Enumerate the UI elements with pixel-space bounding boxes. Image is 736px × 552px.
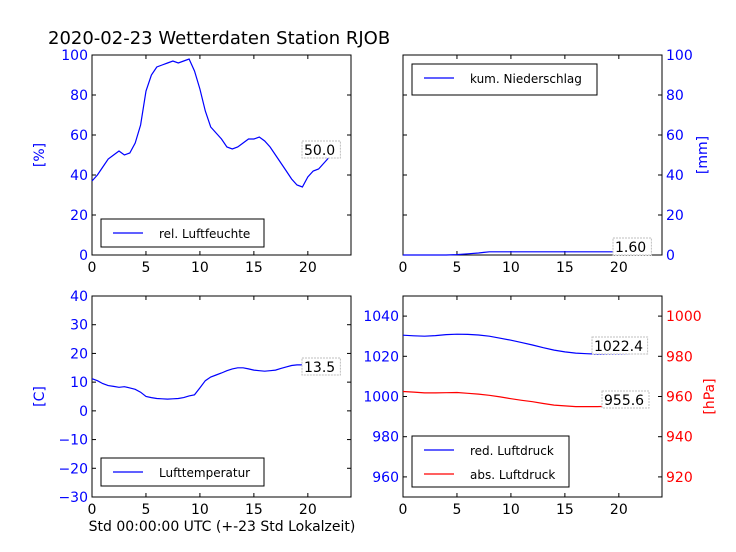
y-tick-label-right: 940 <box>666 430 693 446</box>
x-tick-label: 20 <box>299 502 317 518</box>
y-tick-label: 40 <box>70 168 88 184</box>
y-tick-label: 60 <box>666 128 684 144</box>
value-annotation-box <box>301 140 341 159</box>
value-annotation: 1022.4 <box>594 339 643 355</box>
value-annotation: 955.6 <box>604 393 644 409</box>
plot-frame <box>91 295 352 498</box>
y-tick-label-right: 980 <box>666 349 693 365</box>
legend-box <box>411 63 598 96</box>
y-tick-label: 40 <box>666 168 684 184</box>
series-line-lufttemperatur <box>91 364 335 400</box>
x-tick-label: 5 <box>141 260 150 276</box>
x-tick-label: 15 <box>245 502 263 518</box>
x-tick-label: 5 <box>452 260 461 276</box>
x-tick-label: 10 <box>191 502 209 518</box>
value-annotation-box <box>301 357 341 376</box>
legend-label: abs. Luftdruck <box>470 468 555 482</box>
y-tick-label: 60 <box>70 128 88 144</box>
value-annotation: 1.60 <box>615 240 646 256</box>
x-tick-label: 15 <box>556 502 574 518</box>
y-tick-label: 0 <box>79 248 88 264</box>
legend-label: Lufttemperatur <box>159 466 250 480</box>
y-tick-label: 10 <box>70 375 88 391</box>
y-tick-label: 1020 <box>363 349 399 365</box>
y-tick-label: 40 <box>70 289 88 305</box>
value-annotation-box <box>601 390 650 409</box>
y-tick-label: 100 <box>61 48 88 64</box>
y-tick-label: 30 <box>70 318 88 334</box>
y-tick-label-right: 960 <box>666 390 693 406</box>
x-tick-label: 5 <box>141 502 150 518</box>
x-tick-label: 15 <box>245 260 263 276</box>
value-annotation-box <box>612 237 652 256</box>
y-tick-label: 20 <box>70 346 88 362</box>
y-tick-label: −30 <box>58 490 88 506</box>
chart-panel-temperature: 0 5 10 15 20 −30 −20 −10 0 10 20 30 40 [C] Lufttempera… <box>32 289 352 518</box>
chart-panel-pressure: 0 5 10 15 20 960 980 1000 1020 1040 920 940 960 980 10… <box>363 295 718 518</box>
x-tick-label: 20 <box>299 260 317 276</box>
x-tick-label: 0 <box>88 260 97 276</box>
value-annotation: 13.5 <box>304 360 335 376</box>
legend-label: rel. Luftfeuchte <box>159 227 250 241</box>
y-tick-label: 1000 <box>363 390 399 406</box>
series-line-rel-luftfeuchte <box>91 58 336 188</box>
legend-label: kum. Niederschlag <box>470 72 582 86</box>
y-tick-label: 80 <box>666 88 684 104</box>
y-tick-label: 0 <box>79 404 88 420</box>
y-tick-label: −10 <box>58 433 88 449</box>
y-axis-label: [mm] <box>695 136 711 174</box>
series-line-kum-niederschlag <box>403 251 646 256</box>
y-tick-label: 1040 <box>363 309 399 325</box>
y-tick-label-right: 920 <box>666 470 693 486</box>
x-tick-label: 10 <box>191 260 209 276</box>
value-annotation-box <box>591 336 649 355</box>
legend-label: red. Luftdruck <box>470 444 554 458</box>
x-tick-label: 10 <box>502 502 520 518</box>
x-tick-label: 15 <box>556 260 574 276</box>
y-tick-label: 20 <box>70 208 88 224</box>
plot-frame <box>91 54 352 256</box>
y-axis-label: [C] <box>32 386 48 407</box>
x-tick-label: 0 <box>399 502 408 518</box>
x-axis-label: Std 00:00:00 UTC (+-23 Std Lokalzeit) <box>89 519 356 535</box>
y-tick-label: 20 <box>666 208 684 224</box>
chart-title: 2020-02-23 Wetterdaten Station RJOB <box>48 28 390 49</box>
x-tick-label: 5 <box>452 502 461 518</box>
y-tick-label-right: 1000 <box>666 309 702 325</box>
chart-panel-precipitation: 0 5 10 15 20 0 20 40 60 80 100 [mm] kum. Niederschla… <box>399 48 711 276</box>
y-tick-label: 100 <box>666 48 693 64</box>
chart-panel-humidity: 0 5 10 15 20 0 20 40 60 80 100 [%] rel. Luftfeuchte 5… <box>32 48 352 276</box>
x-tick-label: 0 <box>88 502 97 518</box>
y-tick-label: 0 <box>666 248 675 264</box>
y-axis-label: [hPa] <box>702 378 718 414</box>
legend-box <box>411 435 570 488</box>
y-tick-label: 980 <box>372 430 399 446</box>
y-tick-label: −20 <box>58 461 88 477</box>
y-tick-label: 960 <box>372 470 399 486</box>
value-annotation: 50.0 <box>304 143 335 159</box>
x-tick-label: 20 <box>610 502 628 518</box>
y-tick-label: 80 <box>70 88 88 104</box>
plot-frame <box>402 54 663 256</box>
x-tick-label: 10 <box>502 260 520 276</box>
x-tick-label: 0 <box>399 260 408 276</box>
y-axis-label: [%] <box>32 143 48 167</box>
x-tick-label: 20 <box>610 260 628 276</box>
